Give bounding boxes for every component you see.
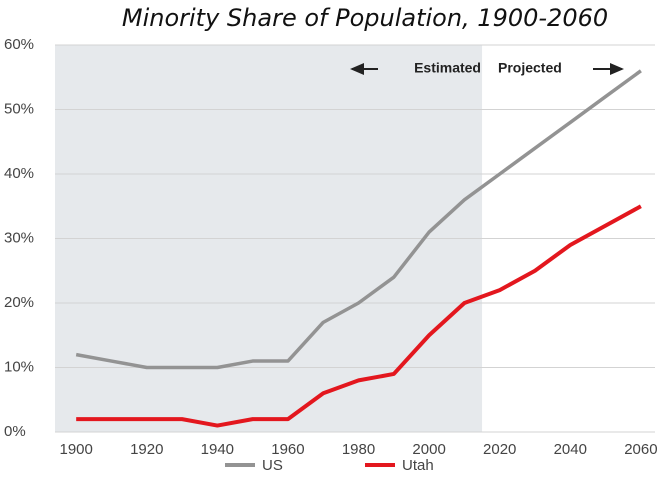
x-tick-label: 1940 bbox=[201, 441, 234, 458]
annotation: Estimated bbox=[414, 60, 481, 76]
line-series bbox=[75, 69, 642, 370]
x-tick-label: 2060 bbox=[624, 441, 657, 458]
annotation: Projected bbox=[498, 60, 562, 76]
legend-label: US bbox=[262, 457, 283, 474]
y-tick-label: 50% bbox=[4, 100, 34, 117]
x-tick-label: 2020 bbox=[483, 441, 516, 458]
x-tick-label: 1900 bbox=[59, 441, 92, 458]
x-tick-label: 2000 bbox=[412, 441, 445, 458]
line-series bbox=[76, 204, 642, 428]
y-tick-label: 30% bbox=[4, 229, 34, 246]
y-tick-label: 40% bbox=[4, 165, 34, 182]
x-tick-label: 1980 bbox=[342, 441, 375, 458]
y-tick-label: 0% bbox=[4, 423, 26, 440]
y-tick-label: 60% bbox=[4, 36, 34, 53]
y-tick-label: 20% bbox=[4, 294, 34, 311]
chart-title: Minority Share of Population, 1900-2060 bbox=[122, 4, 608, 32]
x-tick-label: 1960 bbox=[271, 441, 304, 458]
legend-label: Utah bbox=[402, 457, 434, 474]
x-tick-label: 1920 bbox=[130, 441, 163, 458]
y-tick-label: 10% bbox=[4, 358, 34, 375]
x-tick-label: 2040 bbox=[554, 441, 587, 458]
